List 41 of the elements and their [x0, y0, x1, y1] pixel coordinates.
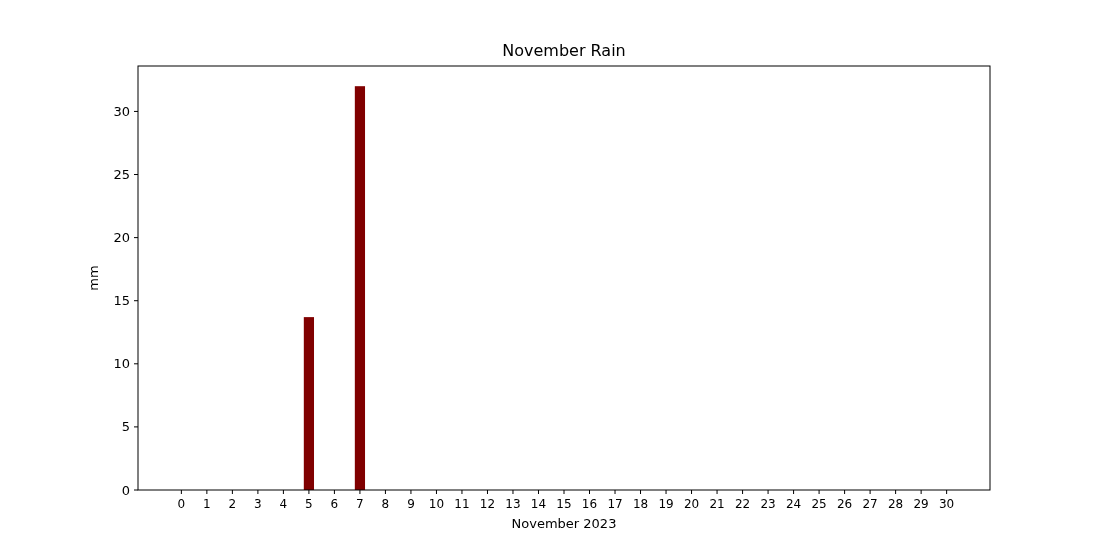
x-tick-label: 25	[811, 497, 827, 511]
y-tick-label: 20	[113, 230, 130, 246]
x-tick-label: 12	[479, 497, 496, 511]
x-tick-label: 15	[556, 497, 572, 511]
y-tick-label: 0	[121, 482, 130, 498]
x-tick-label: 30	[938, 497, 955, 511]
x-tick-label: 29	[913, 497, 929, 511]
x-tick-label: 23	[760, 497, 776, 511]
y-tick-label: 5	[121, 419, 130, 435]
x-tick-label: 4	[279, 497, 288, 511]
y-tick-label: 25	[113, 167, 130, 183]
x-tick-label: 0	[177, 497, 186, 511]
x-tick-label: 28	[887, 497, 904, 511]
x-tick-label: 1	[203, 497, 211, 511]
x-tick-label: 9	[407, 497, 415, 511]
x-tick-label: 2	[228, 497, 237, 511]
x-tick-label: 18	[632, 497, 649, 511]
x-tick-label: 8	[381, 497, 390, 511]
x-tick-label: 13	[505, 497, 521, 511]
x-tick-label: 6	[330, 497, 339, 511]
x-tick-label: 26	[836, 497, 853, 511]
x-tick-label: 7	[356, 497, 364, 511]
x-tick-label: 27	[862, 497, 878, 511]
x-tick-label: 22	[734, 497, 751, 511]
y-tick-label: 10	[113, 356, 130, 372]
x-tick-label: 19	[658, 497, 674, 511]
y-axis-title: mm	[86, 265, 101, 291]
x-tick-label: 24	[785, 497, 802, 511]
x-tick-label: 10	[428, 497, 445, 511]
x-tick-label: 11	[454, 497, 470, 511]
x-tick-label: 21	[709, 497, 725, 511]
x-tick-label: 20	[683, 497, 700, 511]
x-tick-label: 14	[530, 497, 547, 511]
y-tick-label: 15	[113, 293, 130, 309]
x-tick-label: 17	[607, 497, 623, 511]
chart-title: November Rain	[502, 41, 626, 60]
x-tick-label: 3	[254, 497, 262, 511]
y-tick-label: 30	[113, 103, 130, 119]
x-axis-title: November 2023	[511, 516, 617, 531]
x-tick-label: 16	[581, 497, 598, 511]
x-tick-label: 5	[305, 497, 313, 511]
